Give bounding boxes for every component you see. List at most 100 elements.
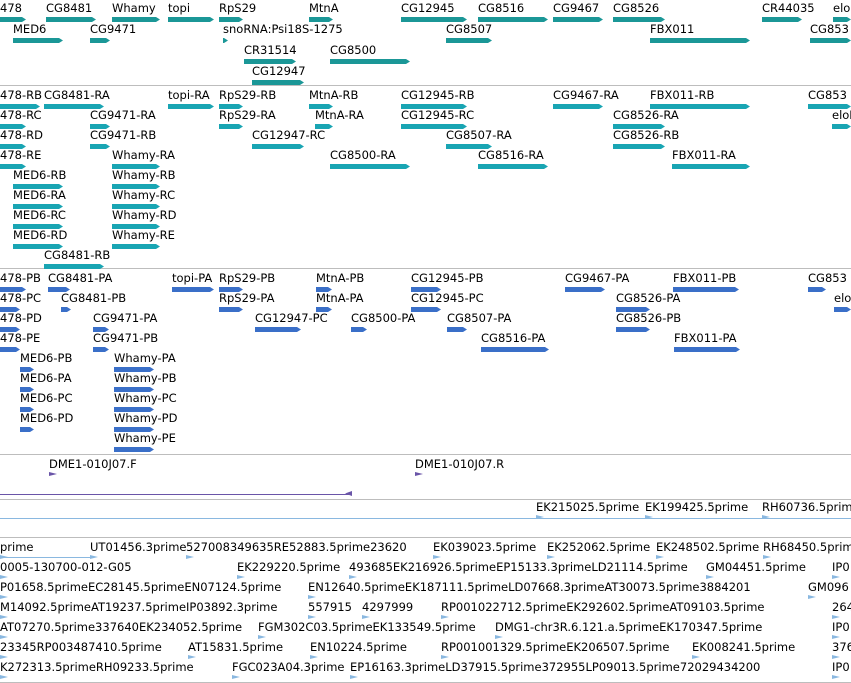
transcript-glyph[interactable] <box>44 104 104 109</box>
protein-label[interactable]: CG8481-PA <box>48 271 113 285</box>
protein-glyph[interactable] <box>20 387 34 392</box>
protein-label[interactable]: MED6-PC <box>20 391 73 405</box>
protein-label[interactable]: CG12945-PC <box>411 291 484 305</box>
transcript-label[interactable]: CG9467-RA <box>553 88 619 102</box>
transcript-glyph[interactable] <box>112 244 160 249</box>
est-label[interactable]: RP001022712.5primeEK292602.5primeAT09103… <box>441 600 765 614</box>
transcript-label[interactable]: CG8481-RB <box>44 248 111 262</box>
protein-label[interactable]: RpS29-PA <box>219 291 275 305</box>
transcript-glyph[interactable] <box>112 184 160 189</box>
est-label[interactable]: EK215025.5prime <box>536 500 640 514</box>
est-label[interactable]: EK039023.5prime <box>433 540 537 554</box>
transcript-glyph[interactable] <box>13 204 63 209</box>
gene-label[interactable]: CG8526 <box>613 1 660 15</box>
est-label[interactable]: IP0 <box>832 660 850 674</box>
gene-label[interactable]: CG12947 <box>252 64 306 78</box>
transcript-label[interactable]: Whamy-RB <box>112 168 176 182</box>
est-label[interactable]: EK248502.5prime <box>656 540 760 554</box>
est-glyph[interactable] <box>0 615 8 619</box>
protein-glyph[interactable] <box>172 287 214 292</box>
transcript-glyph[interactable] <box>112 204 160 209</box>
gene-label[interactable]: 478 <box>0 1 22 15</box>
gene-glyph[interactable] <box>244 59 296 64</box>
transcript-glyph[interactable] <box>13 224 63 229</box>
est-label[interactable]: DMG1-chr3R.6.121.a.5primeEK170347.5prime <box>495 620 763 634</box>
protein-label[interactable]: CG853 <box>808 271 847 285</box>
cdna-label[interactable]: DME1-010J07.F <box>49 457 137 471</box>
protein-glyph[interactable] <box>834 307 851 312</box>
transcript-label[interactable]: CG853 <box>808 88 847 102</box>
transcript-label[interactable]: CG9471-RA <box>90 108 156 122</box>
transcript-label[interactable]: CG8507-RA <box>446 128 512 142</box>
protein-glyph[interactable] <box>316 307 332 312</box>
protein-label[interactable]: Whamy-PD <box>114 411 178 425</box>
transcript-label[interactable]: CG8526-RB <box>613 128 680 142</box>
gene-label[interactable]: snoRNA:Psi18S-1275 <box>223 22 343 36</box>
est-glyph[interactable] <box>0 655 8 659</box>
est-glyph[interactable] <box>832 655 840 659</box>
protein-glyph[interactable] <box>673 287 739 292</box>
protein-glyph[interactable] <box>255 327 301 332</box>
protein-label[interactable]: CG12945-PB <box>411 271 484 285</box>
protein-label[interactable]: eloI <box>834 291 851 305</box>
gene-label[interactable]: CR31514 <box>244 43 297 57</box>
est-glyph[interactable] <box>441 655 449 659</box>
transcript-label[interactable]: MED6-RC <box>13 208 66 222</box>
transcript-glyph[interactable] <box>219 104 243 109</box>
est-label[interactable]: EK008241.5prime <box>692 640 796 654</box>
est-label[interactable]: 0005-130700-012-G05 <box>0 560 132 574</box>
protein-glyph[interactable] <box>0 347 20 352</box>
protein-glyph[interactable] <box>0 307 20 312</box>
gene-label[interactable]: RpS29 <box>219 1 257 15</box>
est-glyph[interactable] <box>237 575 245 579</box>
transcript-label[interactable]: MtnA-RB <box>309 88 359 102</box>
protein-glyph[interactable] <box>20 427 34 432</box>
est-label[interactable]: M14092.5primeAT19237.5primeIP03892.3prim… <box>0 600 278 614</box>
est-label[interactable]: EN12640.5primeEK187111.5primeLD07668.3pr… <box>308 580 751 594</box>
transcript-label[interactable]: CG8516-RA <box>478 148 544 162</box>
protein-label[interactable]: 478-PC <box>0 291 42 305</box>
protein-label[interactable]: topi-PA <box>172 271 213 285</box>
transcript-label[interactable]: MED6-RA <box>13 188 66 202</box>
gene-glyph[interactable] <box>0 17 26 22</box>
est-glyph[interactable] <box>0 675 8 679</box>
protein-label[interactable]: 478-PB <box>0 271 41 285</box>
protein-label[interactable]: CG8481-PB <box>61 291 127 305</box>
est-glyph[interactable] <box>692 655 700 659</box>
protein-glyph[interactable] <box>93 327 109 332</box>
est-glyph[interactable] <box>232 675 240 679</box>
gene-glyph[interactable] <box>219 17 243 22</box>
gene-label[interactable]: FBX011 <box>650 22 695 36</box>
protein-label[interactable]: MtnA-PB <box>316 271 365 285</box>
est-label[interactable]: 23345RP003487410.5prime <box>0 640 162 654</box>
protein-glyph[interactable] <box>411 287 441 292</box>
protein-glyph[interactable] <box>808 287 826 292</box>
gene-glyph[interactable] <box>223 38 228 43</box>
est-glyph[interactable] <box>310 655 318 659</box>
protein-glyph[interactable] <box>20 367 34 372</box>
protein-label[interactable]: MED6-PA <box>20 371 72 385</box>
transcript-glyph[interactable] <box>44 264 104 269</box>
est-label[interactable]: 264 <box>832 600 851 614</box>
est-glyph[interactable] <box>0 635 8 639</box>
protein-glyph[interactable] <box>219 287 243 292</box>
est-label[interactable]: EK229220.5prime <box>237 560 341 574</box>
transcript-glyph[interactable] <box>478 164 548 169</box>
est-label[interactable]: FGM302C03.5primeEK133549.5prime <box>258 620 476 634</box>
protein-glyph[interactable] <box>351 327 367 332</box>
transcript-label[interactable]: Whamy-RA <box>112 148 176 162</box>
protein-glyph[interactable] <box>20 407 34 412</box>
est-label[interactable]: K272313.5primeRH09233.5prime <box>0 660 194 674</box>
protein-label[interactable]: RpS29-PB <box>219 271 276 285</box>
est-glyph[interactable] <box>0 575 8 579</box>
est-label[interactable]: RH60736.5prime <box>762 500 851 514</box>
est-label[interactable]: RH68450.5prime <box>763 540 851 554</box>
est-glyph[interactable] <box>832 575 840 579</box>
est-glyph[interactable] <box>536 515 544 519</box>
transcript-label[interactable]: 478-RD <box>0 128 43 142</box>
transcript-label[interactable]: 478-RE <box>0 148 42 162</box>
est-label[interactable]: AT15831.5prime <box>188 640 284 654</box>
est-glyph[interactable] <box>188 655 196 659</box>
transcript-label[interactable]: CG12945-RB <box>401 88 475 102</box>
est-glyph[interactable] <box>433 555 441 559</box>
